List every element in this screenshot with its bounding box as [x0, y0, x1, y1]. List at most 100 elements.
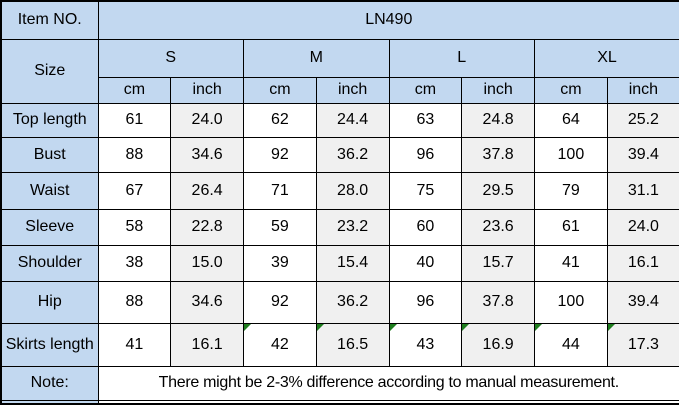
- green-flag-icon: [535, 324, 542, 331]
- row-label: Top length: [0, 102, 99, 138]
- cell: 38: [97, 244, 172, 282]
- cell: 67: [97, 171, 172, 210]
- green-flag-icon: [317, 324, 324, 331]
- row-label: Sleeve: [0, 208, 99, 246]
- cell: 16.5: [315, 322, 390, 367]
- table-row-skirts-length: Skirts length 41 16.1 42 16.5 43 16.9 44…: [0, 322, 679, 367]
- cell: 44: [534, 322, 608, 367]
- unit-cm: cm: [243, 76, 317, 104]
- cell: 40: [388, 244, 463, 282]
- cell: 61: [97, 102, 172, 138]
- note-text: There might be 2-3% difference according…: [97, 365, 679, 401]
- partial-cell: [97, 399, 679, 405]
- cell: 23.6: [461, 208, 535, 246]
- unit-header-row: cm inch cm inch cm inch cm inch: [1, 76, 679, 104]
- cell: 92: [243, 136, 317, 173]
- item-no-label: Item NO.: [0, 0, 99, 40]
- cell: 100: [534, 280, 608, 324]
- cell: 37.8: [461, 136, 535, 173]
- cell: 28.0: [315, 171, 390, 210]
- cell: 24.4: [315, 102, 390, 138]
- green-flag-icon: [389, 324, 397, 331]
- cell: 31.1: [606, 171, 679, 210]
- cell: 43: [388, 322, 463, 367]
- unit-inch: inch: [170, 76, 244, 104]
- cell: 23.2: [315, 208, 390, 246]
- cell: 64: [534, 102, 608, 138]
- cell: 36.2: [315, 136, 390, 173]
- row-label: Shoulder: [0, 244, 99, 282]
- cell: 26.4: [170, 171, 244, 210]
- cell: 61: [534, 208, 608, 246]
- size-col-l: L: [388, 38, 535, 78]
- cell: 16.1: [170, 322, 244, 367]
- cell: 60: [388, 208, 463, 246]
- cell: 15.0: [170, 244, 244, 282]
- row-label: Skirts length: [0, 322, 99, 367]
- item-no-value: LN490: [97, 0, 679, 40]
- cell: 88: [97, 136, 172, 173]
- cell: 34.6: [170, 136, 244, 173]
- cell: 16.9: [461, 322, 535, 367]
- cell: 42: [243, 322, 317, 367]
- cell: 39.4: [606, 280, 679, 324]
- size-col-m: M: [243, 38, 390, 78]
- cell: 17.3: [606, 322, 679, 367]
- cell: 34.6: [170, 280, 244, 324]
- size-header-row: Size S M L XL: [0, 38, 679, 104]
- cell: 75: [388, 171, 463, 210]
- cell: 24.0: [170, 102, 244, 138]
- cell: 15.4: [315, 244, 390, 282]
- cell: 92: [243, 280, 317, 324]
- unit-inch: inch: [315, 76, 390, 104]
- green-flag-icon: [244, 324, 251, 331]
- cell: 88: [97, 280, 172, 324]
- partial-row: [0, 399, 679, 405]
- cell: 79: [534, 171, 608, 210]
- cell: 100: [534, 136, 608, 173]
- cell: 29.5: [461, 171, 535, 210]
- table-row-sleeve: Sleeve 58 22.8 59 23.2 60 23.6 61 24.0: [0, 208, 679, 246]
- cell-value: 16.9: [482, 335, 514, 353]
- cell-value: 16.5: [337, 335, 369, 353]
- partial-cell: [0, 399, 99, 405]
- item-no-row: Item NO. LN490: [0, 0, 679, 40]
- size-col-s: S: [97, 38, 244, 78]
- cell-value: 43: [416, 335, 435, 353]
- cell: 36.2: [315, 280, 390, 324]
- note-row: Note: There might be 2-3% difference acc…: [0, 365, 679, 401]
- table-row-shoulder: Shoulder 38 15.0 39 15.4 40 15.7 41 16.1: [0, 244, 679, 282]
- unit-inch: inch: [606, 76, 679, 104]
- row-label: Waist: [0, 171, 99, 210]
- cell: 71: [243, 171, 317, 210]
- cell: 96: [388, 136, 463, 173]
- green-flag-icon: [608, 324, 615, 331]
- cell: 39.4: [606, 136, 679, 173]
- cell: 24.0: [606, 208, 679, 246]
- cell: 96: [388, 280, 463, 324]
- cell: 62: [243, 102, 317, 138]
- cell: 15.7: [461, 244, 535, 282]
- unit-cm: cm: [534, 76, 608, 104]
- cell: 24.8: [461, 102, 535, 138]
- note-label: Note:: [0, 365, 99, 401]
- table-row-top-length: Top length 61 24.0 62 24.4 63 24.8 64 25…: [0, 102, 679, 138]
- row-label: Bust: [0, 136, 99, 173]
- cell: 63: [388, 102, 463, 138]
- cell: 41: [534, 244, 608, 282]
- table-row-waist: Waist 67 26.4 71 28.0 75 29.5 79 31.1: [0, 171, 679, 210]
- size-col-xl: XL: [534, 38, 679, 78]
- cell-value: 42: [270, 335, 289, 353]
- cell: 16.1: [606, 244, 679, 282]
- unit-cm: cm: [388, 76, 463, 104]
- cell: 22.8: [170, 208, 244, 246]
- cell: 41: [97, 322, 172, 367]
- size-label: Size: [0, 38, 99, 104]
- cell: 37.8: [461, 280, 535, 324]
- cell-value: 17.3: [627, 335, 659, 353]
- cell: 25.2: [606, 102, 679, 138]
- cell: 58: [97, 208, 172, 246]
- unit-cm: cm: [97, 76, 172, 104]
